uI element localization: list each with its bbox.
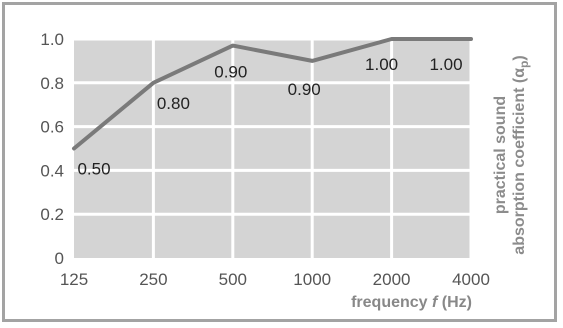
y-axis-label: practical sound absorption coefficient (…	[492, 55, 531, 254]
y-axis-label-line2: absorption coefficient (αp)	[511, 55, 531, 254]
y-axis-ticks: 0 0.2 0.4 0.6 0.8 1.0	[40, 30, 64, 268]
series-line	[72, 37, 473, 151]
y-axis-label-line1: practical sound	[492, 96, 509, 214]
data-label: 0.90	[214, 63, 247, 82]
x-tick-label: 500	[219, 270, 247, 289]
y-tick-label: 1.0	[40, 30, 64, 49]
x-tick-label: 2000	[373, 270, 411, 289]
data-label: 0.80	[157, 94, 190, 113]
plot-area	[74, 39, 471, 258]
x-axis-label: frequency f (Hz)	[351, 294, 472, 311]
data-label: 0.90	[288, 80, 321, 99]
gridlines	[74, 37, 473, 258]
x-tick-label: 250	[139, 270, 167, 289]
y-tick-label: 0.8	[40, 74, 64, 93]
y-tick-label: 0.2	[40, 205, 64, 224]
data-labels: 0.50 0.80 0.90 0.90 1.00 1.00	[77, 55, 462, 179]
y-tick-label: 0.4	[40, 161, 64, 180]
y-tick-label: 0.6	[40, 118, 64, 137]
data-label: 1.00	[429, 55, 462, 74]
x-tick-label: 1000	[293, 270, 331, 289]
y-tick-label: 0	[55, 249, 64, 268]
x-axis-ticks: 125 250 500 1000 2000 4000	[60, 270, 490, 289]
x-tick-label: 125	[60, 270, 88, 289]
data-label: 0.50	[77, 160, 110, 179]
x-tick-label: 4000	[452, 270, 490, 289]
data-label: 1.00	[365, 55, 398, 74]
